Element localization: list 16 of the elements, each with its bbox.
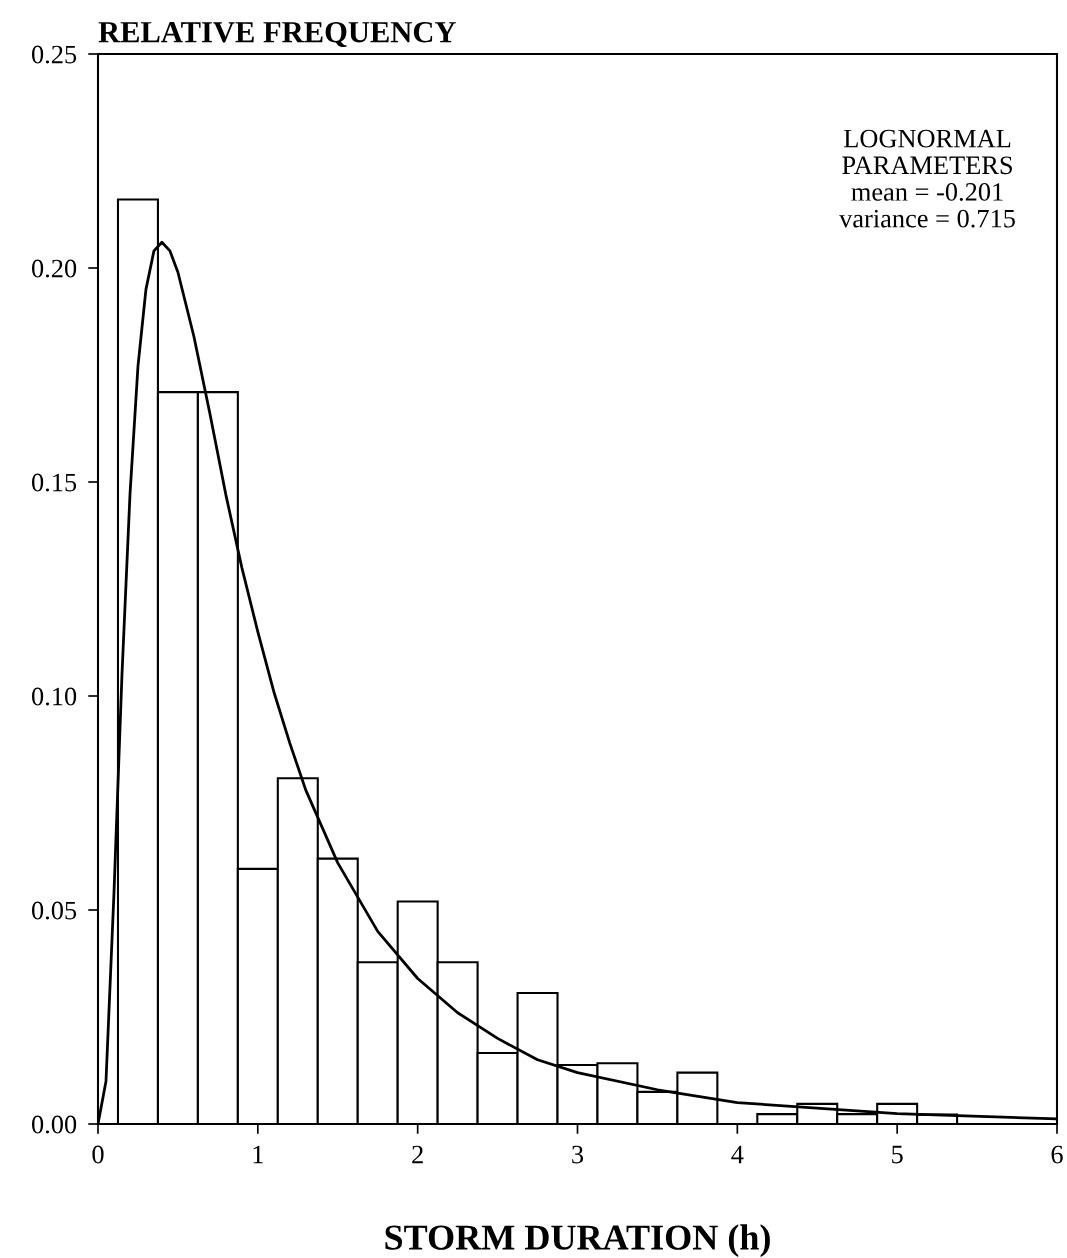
- y-tick-label: 0.10: [31, 687, 77, 706]
- y-axis-title: RELATIVE FREQUENCY: [98, 21, 456, 48]
- x-tick-label: 4: [731, 1145, 744, 1164]
- y-tick-label: 0.25: [31, 45, 77, 64]
- x-tick-label: 0: [92, 1145, 104, 1164]
- y-tick-label: 0.05: [31, 901, 77, 920]
- x-tick-label: 3: [572, 1145, 584, 1164]
- x-tick-label: 1: [253, 1145, 263, 1164]
- y-tick-label: 0.15: [31, 473, 77, 492]
- x-tick-label: 5: [892, 1145, 903, 1164]
- y-tick-label: 0.00: [31, 1115, 77, 1134]
- annotation: LOGNORMAL PARAMETERS mean = -0.201 variance = 0.715: [839, 129, 1015, 228]
- y-tick-label: 0.20: [31, 259, 77, 278]
- x-tick-label: 2: [412, 1145, 423, 1164]
- x-tick-label: 6: [1051, 1145, 1063, 1164]
- x-axis-title: STORM DURATION (h): [385, 1224, 770, 1258]
